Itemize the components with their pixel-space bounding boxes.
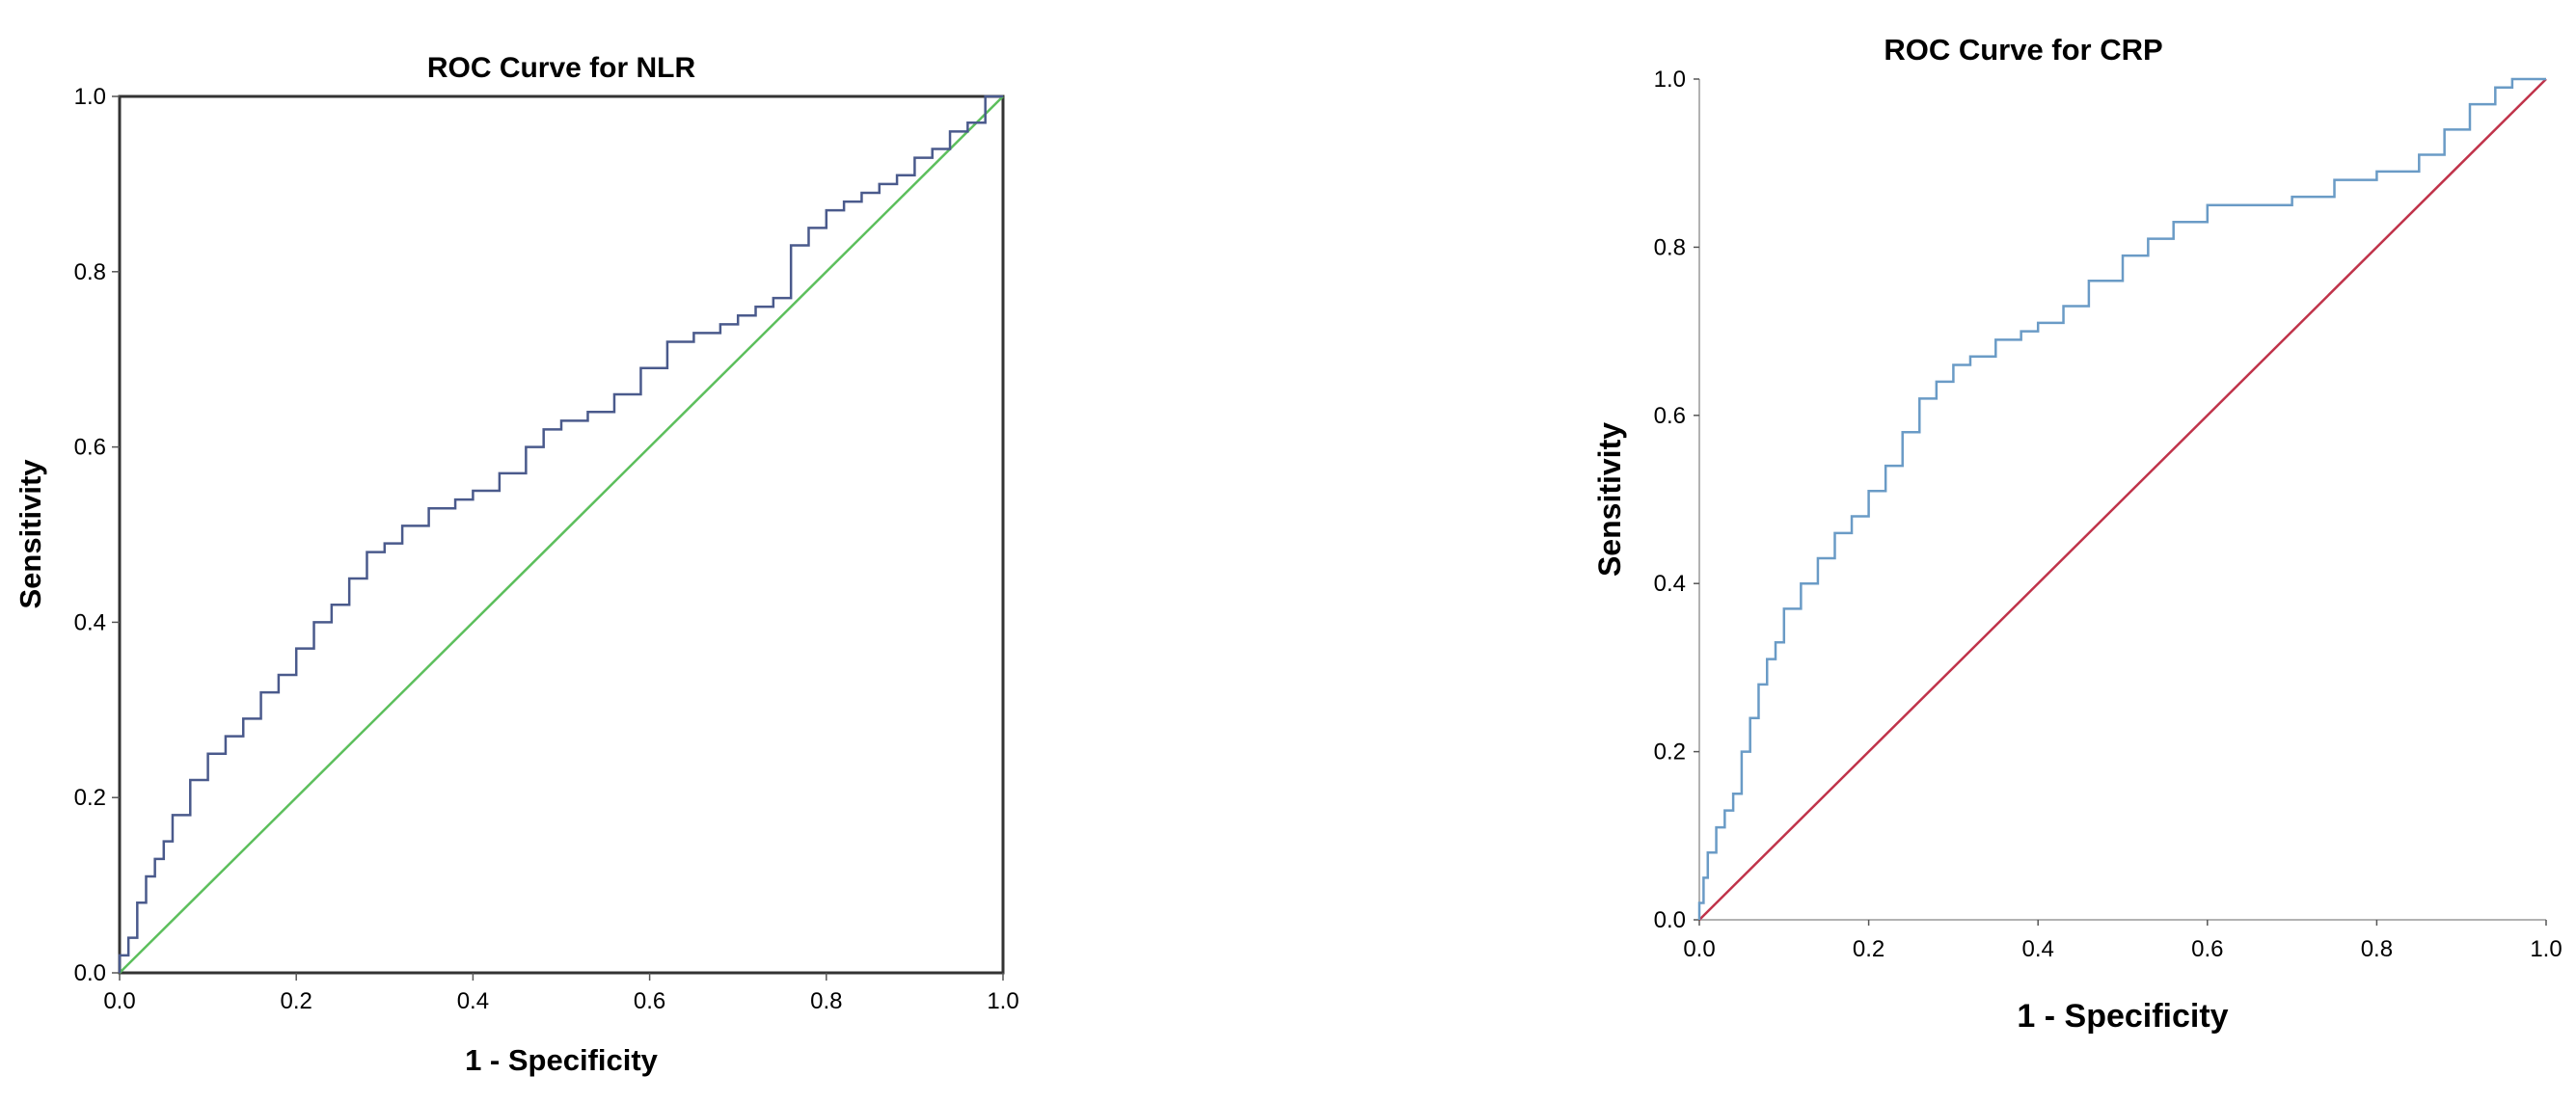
y-tick-label: 0.0 <box>1654 907 1686 933</box>
x-axis-ticks: 0.0 0.2 0.4 0.6 0.8 1.0 <box>1683 920 2562 962</box>
chart-title: ROC Curve for NLR <box>427 52 696 84</box>
roc-curve-line <box>1697 77 2546 920</box>
x-tick-label: 0.8 <box>810 988 842 1014</box>
roc-curve-line <box>118 94 1003 973</box>
x-axis-label: 1 - Specificity <box>2017 998 2228 1035</box>
reference-diagonal-line <box>119 95 1004 974</box>
x-axis-label: 1 - Specificity <box>465 1043 659 1077</box>
y-tick-label: 1.0 <box>1654 67 1686 93</box>
y-axis-ticks: 0.0 0.2 0.4 0.6 0.8 1.0 <box>74 84 120 986</box>
y-tick-label: 0.8 <box>74 259 106 285</box>
y-tick-label: 0.8 <box>1654 234 1686 260</box>
x-tick-label: 0.4 <box>457 988 489 1014</box>
x-tick-label: 0.6 <box>634 988 665 1014</box>
x-tick-label: 1.0 <box>2530 936 2562 962</box>
y-tick-label: 0.6 <box>74 435 106 461</box>
x-tick-label: 0.8 <box>2361 936 2393 962</box>
y-axis-ticks: 0.0 0.2 0.4 0.6 0.8 1.0 <box>1654 67 1699 933</box>
y-axis-label: Sensitivity <box>14 459 47 609</box>
chart-title: ROC Curve for CRP <box>1884 33 2162 67</box>
x-axis-ticks: 0.0 0.2 0.4 0.6 0.8 1.0 <box>103 973 1019 1014</box>
y-tick-label: 0.4 <box>1654 571 1686 597</box>
x-tick-label: 0.6 <box>2191 936 2223 962</box>
x-tick-label: 0.2 <box>281 988 312 1014</box>
y-tick-label: 0.6 <box>1654 403 1686 429</box>
y-tick-label: 0.4 <box>74 609 106 635</box>
y-axis-label: Sensitivity <box>1592 422 1627 577</box>
x-tick-label: 1.0 <box>987 988 1018 1014</box>
roc-chart-nlr: ROC Curve for NLR 0.0 0.2 0.4 0.6 0.8 1.0 0.0… <box>14 52 1019 1077</box>
plot-frame <box>118 94 1005 975</box>
x-tick-label: 0.4 <box>2022 936 2054 962</box>
y-tick-label: 0.0 <box>74 960 106 986</box>
y-tick-label: 0.2 <box>1654 740 1686 766</box>
x-tick-label: 0.2 <box>1853 936 1885 962</box>
y-tick-label: 0.2 <box>74 785 106 811</box>
x-tick-label: 0.0 <box>1683 936 1715 962</box>
y-tick-label: 1.0 <box>74 84 106 110</box>
reference-diagonal-line <box>1698 78 2547 921</box>
roc-chart-crp: ROC Curve for CRP 0.0 0.2 0.4 0.6 0.8 1.0 0.0… <box>1592 33 2562 1035</box>
x-tick-label: 0.0 <box>103 988 135 1014</box>
